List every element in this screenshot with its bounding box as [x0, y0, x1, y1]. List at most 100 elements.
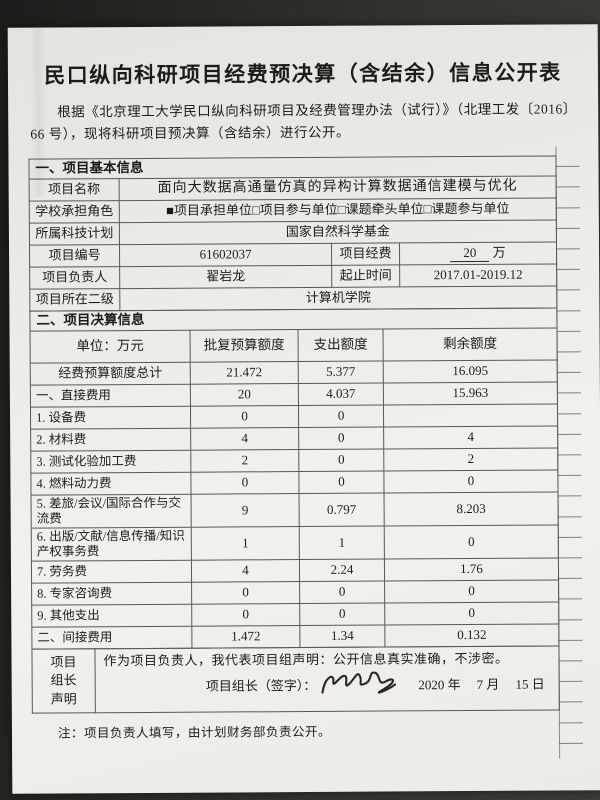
remaining-amount: 15.963 — [383, 381, 558, 405]
role-options: ■项目承担单位□项目参与单位□课题牵头单位□课题参与单位 — [119, 197, 557, 223]
remaining-amount: 1.76 — [384, 557, 559, 581]
declaration-label-line: 声明 — [50, 691, 77, 707]
budget-row-labor: 7. 劳务费 4 2.24 1.76 — [31, 557, 559, 583]
budget-row-travel: 5. 差旅/会议/国际合作与交流费 9 0.797 8.203 — [31, 491, 559, 528]
declaration-label-line: 项目 — [50, 654, 77, 670]
expense-label: 6. 出版/文献/信息传播/知识产权事务费 — [31, 526, 192, 561]
remaining-amount: 0 — [384, 524, 559, 559]
program-label: 所属科技计划 — [29, 222, 120, 245]
leader-label: 项目负责人 — [29, 266, 120, 289]
signature-line: 项目组长（签字）： 2020 年 7 月 15 日 — [104, 671, 551, 696]
expense-label: 5. 差旅/会议/国际合作与交流费 — [31, 493, 192, 528]
funds-unit: 万 — [492, 244, 506, 260]
approved-amount: 1 — [191, 526, 300, 560]
spent-amount: 0 — [298, 448, 384, 472]
footnote: 注：项目负责人填写，由计划财务部负责公开。 — [57, 724, 332, 741]
sign-label: 项目组长（签字）： — [205, 677, 317, 694]
budget-table: 二、项目决算信息 单位：万元 批复预算额度 支出额度 剩余额度 经费预算额度总计… — [29, 307, 559, 649]
unit-column-header: 单位：万元 — [30, 329, 191, 363]
approved-amount: 0 — [191, 581, 300, 604]
approved-amount: 21.472 — [190, 361, 299, 384]
remaining-amount: 0 — [383, 469, 559, 493]
approved-amount: 20 — [190, 383, 299, 406]
spent-column-header: 支出额度 — [298, 328, 384, 362]
expense-label: 7. 劳务费 — [31, 559, 192, 583]
period-value: 2017.01-2019.12 — [399, 263, 557, 287]
expense-label: 2. 材料费 — [30, 427, 191, 451]
budget-row-materials: 2. 材料费 4 0 4 — [30, 425, 558, 451]
approved-amount: 0 — [191, 603, 300, 626]
department-label: 项目所在二级 — [29, 288, 120, 311]
paper-sheet: 民口纵向科研项目经费预决算（含结余）信息公开表 根据《北京理工大学民口纵向科研项… — [7, 24, 600, 794]
remaining-amount: 2 — [383, 447, 558, 471]
budget-row-consulting: 8. 专家咨询费 0 0 0 — [31, 579, 559, 605]
page-title: 民口纵向科研项目经费预决算（含结余）信息公开表 — [44, 60, 562, 88]
expense-label: 1. 设备费 — [30, 405, 191, 429]
declaration-body: 作为项目负责人，我代表项目组声明：公开信息真实准确，不涉密。 项目组长（签字）：… — [94, 645, 560, 713]
code-label: 项目编号 — [29, 244, 120, 267]
spent-amount: 0 — [298, 426, 384, 450]
budget-row-publication: 6. 出版/文献/信息传播/知识产权事务费 1 1 0 — [31, 524, 559, 561]
spent-amount: 1 — [299, 525, 385, 560]
spent-amount: 0 — [298, 470, 385, 494]
budget-row-direct: 一、直接费用 20 4.037 15.963 — [30, 381, 558, 407]
expense-label: 4. 燃料动力费 — [30, 471, 192, 495]
handwritten-signature — [321, 671, 396, 694]
approved-amount: 4 — [190, 427, 299, 450]
approved-amount: 9 — [191, 493, 300, 527]
declaration-table: 项目 组长 声明 作为项目负责人，我代表项目组声明：公开信息真实准确，不涉密。 … — [31, 645, 560, 713]
remaining-amount — [383, 403, 558, 427]
remaining-amount: 16.095 — [383, 359, 558, 383]
role-label: 学校承担角色 — [29, 200, 120, 223]
budget-row-equipment: 1. 设备费 0 0 — [30, 403, 558, 429]
remaining-amount: 4 — [383, 425, 558, 449]
expense-label: 8. 专家咨询费 — [31, 581, 192, 605]
sign-date-year: 2020 年 — [418, 676, 461, 692]
code-funds-row: 项目编号 61602037 项目经费 20 万 — [29, 241, 557, 267]
document-content: 民口纵向科研项目经费预决算（含结余）信息公开表 根据《北京理工大学民口纵向科研项… — [8, 24, 600, 741]
sign-date-day: 15 日 — [515, 676, 545, 692]
spent-amount: 5.377 — [298, 360, 384, 384]
approved-amount: 0 — [190, 471, 300, 494]
remaining-amount: 8.203 — [384, 491, 559, 526]
project-name-label: 项目名称 — [29, 178, 120, 201]
spent-amount: 0 — [298, 404, 384, 428]
declaration-label-line: 组长 — [50, 672, 77, 688]
role-row: 学校承担角色 ■项目承担单位□项目参与单位□课题牵头单位□课题参与单位 — [29, 197, 557, 223]
funds-label: 项目经费 — [331, 242, 400, 266]
budget-row-fuel: 4. 燃料动力费 0 0 0 — [30, 469, 559, 495]
approved-amount: 1.472 — [191, 625, 300, 648]
basic-info-table: 一、项目基本信息 项目名称 面向大数据高通量仿真的异构计算数据通信建模与优化 学… — [28, 155, 557, 311]
budget-row-total: 经费预算额度总计 21.472 5.377 16.095 — [30, 359, 558, 385]
code-value: 61602037 — [119, 243, 332, 267]
funds-value: 20 万 — [399, 241, 557, 265]
remaining-column-header: 剩余额度 — [383, 327, 558, 361]
intro-paragraph: 根据《北京理工大学民口纵向科研项目及经费管理办法（试行）》（北理工发〔2016〕… — [30, 101, 570, 142]
expense-label: 一、直接费用 — [30, 383, 191, 407]
budget-row-testing: 3. 测试化验加工费 2 0 2 — [30, 447, 558, 473]
sign-date-month: 7 月 — [476, 676, 500, 692]
project-name-value: 面向大数据高通量仿真的异构计算数据通信建模与优化 — [119, 175, 557, 201]
expense-label: 9. 其他支出 — [31, 603, 192, 627]
remaining-amount: 0 — [384, 601, 559, 625]
program-value: 国家自然科学基金 — [119, 219, 557, 245]
period-label: 起止时间 — [331, 264, 400, 288]
expense-label: 3. 测试化验加工费 — [30, 449, 191, 473]
leader-value: 翟岩龙 — [119, 265, 332, 289]
budget-row-other: 9. 其他支出 0 0 0 — [31, 601, 559, 627]
approved-amount: 4 — [191, 559, 300, 582]
project-name-row: 项目名称 面向大数据高通量仿真的异构计算数据通信建模与优化 — [29, 175, 557, 201]
spent-amount: 4.037 — [298, 382, 384, 406]
leader-period-row: 项目负责人 翟岩龙 起止时间 2017.01-2019.12 — [29, 263, 557, 289]
expense-label: 二、间接费用 — [31, 625, 192, 649]
funds-amount: 20 — [450, 244, 490, 262]
remaining-amount: 0 — [384, 579, 559, 603]
spent-amount: 0.797 — [299, 492, 385, 527]
under-sheet-edge — [555, 146, 584, 759]
approved-column-header: 批复预算额度 — [190, 329, 299, 362]
spent-amount: 0 — [299, 602, 385, 626]
approved-amount: 0 — [190, 405, 299, 428]
spent-amount: 0 — [299, 580, 385, 604]
declaration-row: 项目 组长 声明 作为项目负责人，我代表项目组声明：公开信息真实准确，不涉密。 … — [31, 645, 560, 713]
